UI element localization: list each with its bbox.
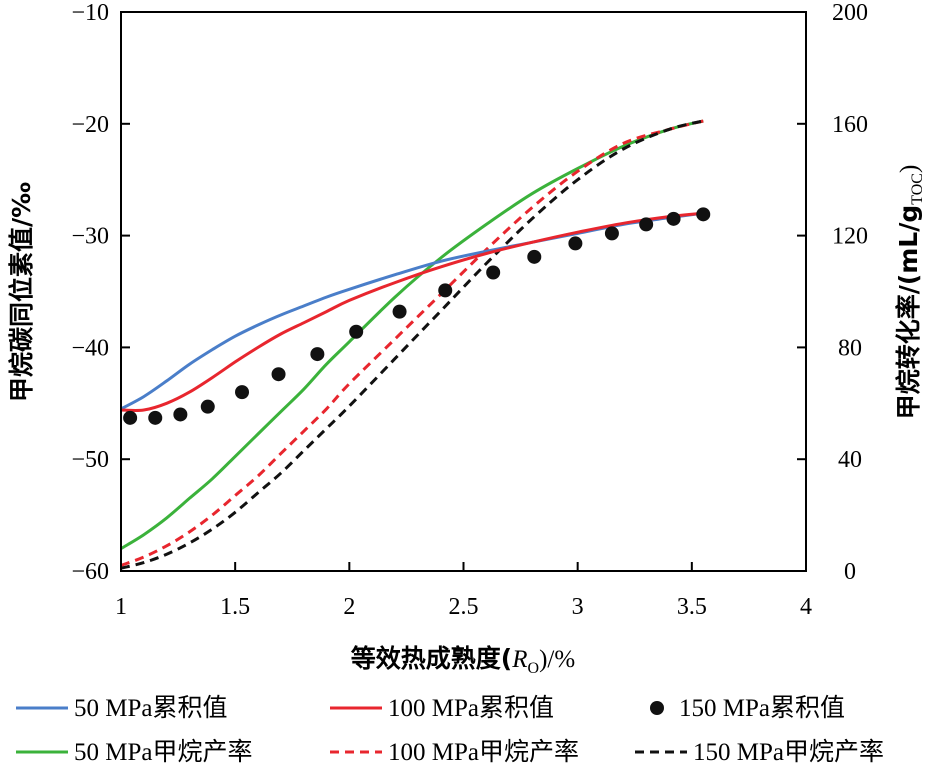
y-right-tick-label: 0 xyxy=(844,559,856,585)
series-layer xyxy=(120,119,711,570)
data-point-marker xyxy=(527,249,542,264)
legend-label: 100 MPa累积值 xyxy=(388,694,554,722)
y-left-tick-label: −30 xyxy=(71,224,109,250)
x-tick-label: 1 xyxy=(115,594,127,620)
y-right-axis-title-subscript: TOC xyxy=(909,173,926,205)
data-point-marker xyxy=(568,236,583,251)
x-tick-label: 3.5 xyxy=(677,594,707,620)
y-right-axis-title-part-2: ) xyxy=(896,165,923,173)
legend-label: 100 MPa甲烷产率 xyxy=(388,738,579,766)
data-point-marker xyxy=(639,217,654,232)
legend: 50 MPa累积值 100 MPa累积值 150 MPa累积值 50 MPa甲烷产率 1… xyxy=(16,694,884,766)
data-point-marker xyxy=(173,407,188,422)
legend-item: 150 MPa甲烷产率 xyxy=(635,738,884,766)
legend-label: 150 MPa甲烷产率 xyxy=(693,738,884,766)
data-point-marker xyxy=(392,304,407,319)
data-point-marker xyxy=(486,265,501,280)
y-left-tick-label: −60 xyxy=(71,559,109,585)
x-tick-label: 3 xyxy=(572,594,584,620)
series-4-line xyxy=(120,119,704,550)
y-left-tick-label: −50 xyxy=(71,447,109,473)
y-left-axis: −10 −20 −30 −40 −50 −60 xyxy=(71,0,130,585)
series-5-line xyxy=(120,119,704,567)
data-point-marker xyxy=(200,399,215,414)
legend-item: 50 MPa甲烷产率 xyxy=(16,738,252,766)
x-axis-title-subscript: O xyxy=(528,660,540,677)
legend-item: 150 MPa累积值 xyxy=(650,694,845,722)
x-axis-title: 等效热成熟度(RO)/% xyxy=(351,644,575,677)
y-left-tick-label: −20 xyxy=(71,112,109,138)
y-right-axis-title: 甲烷转化率/(mL/gTOC) xyxy=(894,165,926,420)
x-tick-label: 4 xyxy=(800,594,812,620)
x-axis-title-part-1: 等效热成熟度( xyxy=(351,644,512,673)
legend-label: 50 MPa累积值 xyxy=(74,694,227,722)
series-2-line xyxy=(120,211,704,412)
plot-area-frame xyxy=(120,11,807,572)
x-axis-title-var: R xyxy=(511,646,527,673)
x-axis-title-part-2: )/% xyxy=(539,646,575,673)
data-point-marker xyxy=(235,385,250,400)
data-point-marker xyxy=(148,410,163,425)
y-right-axis: 200 160 120 80 40 0 xyxy=(797,0,868,585)
data-point-marker xyxy=(696,207,711,222)
x-tick-label: 1.5 xyxy=(220,594,250,620)
data-point-marker xyxy=(123,410,138,425)
y-left-tick-label: −40 xyxy=(71,335,109,361)
legend-item: 50 MPa累积值 xyxy=(16,694,227,722)
data-point-marker xyxy=(271,367,286,382)
legend-item: 100 MPa累积值 xyxy=(330,694,554,722)
y-right-axis-title-part-1: 甲烷转化率/(mL/g xyxy=(894,205,923,420)
legend-item: 100 MPa甲烷产率 xyxy=(330,738,579,766)
y-left-tick-label: −10 xyxy=(71,0,109,26)
y-right-tick-label: 120 xyxy=(832,224,868,250)
legend-marker xyxy=(650,701,664,715)
data-point-marker xyxy=(666,211,681,226)
data-point-marker xyxy=(604,226,619,241)
series-6-line xyxy=(120,119,704,570)
data-point-marker xyxy=(349,324,364,339)
legend-label: 50 MPa甲烷产率 xyxy=(74,738,252,766)
y-right-tick-label: 80 xyxy=(838,335,862,361)
series-3-markers xyxy=(123,207,711,425)
y-right-tick-label: 40 xyxy=(838,447,862,473)
x-axis: 1 1.5 2 2.5 3 3.5 4 xyxy=(115,562,812,620)
y-right-tick-label: 200 xyxy=(832,0,868,26)
data-point-marker xyxy=(438,283,453,298)
x-tick-label: 2.5 xyxy=(449,594,479,620)
y-left-axis-title: 甲烷碳同位素值/‰ xyxy=(7,182,36,402)
legend-label: 150 MPa累积值 xyxy=(679,694,845,722)
y-right-tick-label: 160 xyxy=(832,112,868,138)
x-tick-label: 2 xyxy=(343,594,355,620)
data-point-marker xyxy=(310,347,325,362)
